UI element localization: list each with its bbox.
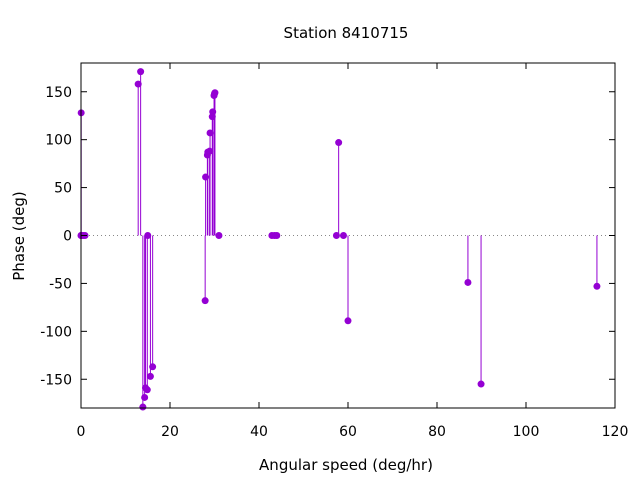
data-point <box>141 393 149 401</box>
data-point <box>593 282 601 290</box>
data-point <box>344 317 352 325</box>
data-point <box>209 108 217 116</box>
y-axis-label: Phase (deg) <box>10 191 28 281</box>
data-point <box>211 89 219 97</box>
data-point <box>215 232 223 239</box>
data-point <box>137 68 145 76</box>
y-tick-label: 100 <box>45 133 72 149</box>
x-tick-label: 100 <box>513 424 540 440</box>
y-tick-label: 150 <box>45 85 72 101</box>
data-point <box>146 372 154 380</box>
data-point <box>202 173 210 181</box>
data-point <box>477 380 485 388</box>
data-point <box>335 139 343 147</box>
x-tick-label: 80 <box>428 424 446 440</box>
data-point <box>134 80 142 88</box>
y-axis-ticks: -150 -100 -50 0 50 100 150 <box>40 85 615 388</box>
y-tick-label: -150 <box>40 372 72 388</box>
x-axis-ticks: 0 20 40 60 80 100 120 <box>77 63 629 440</box>
y-tick-label: 50 <box>54 181 72 197</box>
x-tick-label: 0 <box>77 424 86 440</box>
data-point <box>143 386 151 394</box>
data-point <box>339 232 347 239</box>
plot-area <box>77 68 615 411</box>
y-tick-label: -50 <box>49 276 72 292</box>
data-point <box>206 147 214 155</box>
data-point <box>206 129 214 137</box>
x-tick-label: 120 <box>602 424 629 440</box>
y-tick-label: 0 <box>63 229 72 245</box>
data-point <box>332 232 340 239</box>
data-point <box>144 232 152 239</box>
point-series <box>77 68 601 411</box>
x-tick-label: 40 <box>250 424 268 440</box>
x-tick-label: 20 <box>161 424 179 440</box>
data-point <box>273 232 281 239</box>
data-point <box>464 278 472 286</box>
impulse-series <box>80 71 598 408</box>
data-point <box>139 403 147 411</box>
chart-title: Station 8410715 <box>284 24 409 42</box>
data-point <box>201 297 209 305</box>
x-axis-label: Angular speed (deg/hr) <box>259 456 433 474</box>
data-point <box>149 363 157 371</box>
y-tick-label: -100 <box>40 324 72 340</box>
x-tick-label: 60 <box>339 424 357 440</box>
